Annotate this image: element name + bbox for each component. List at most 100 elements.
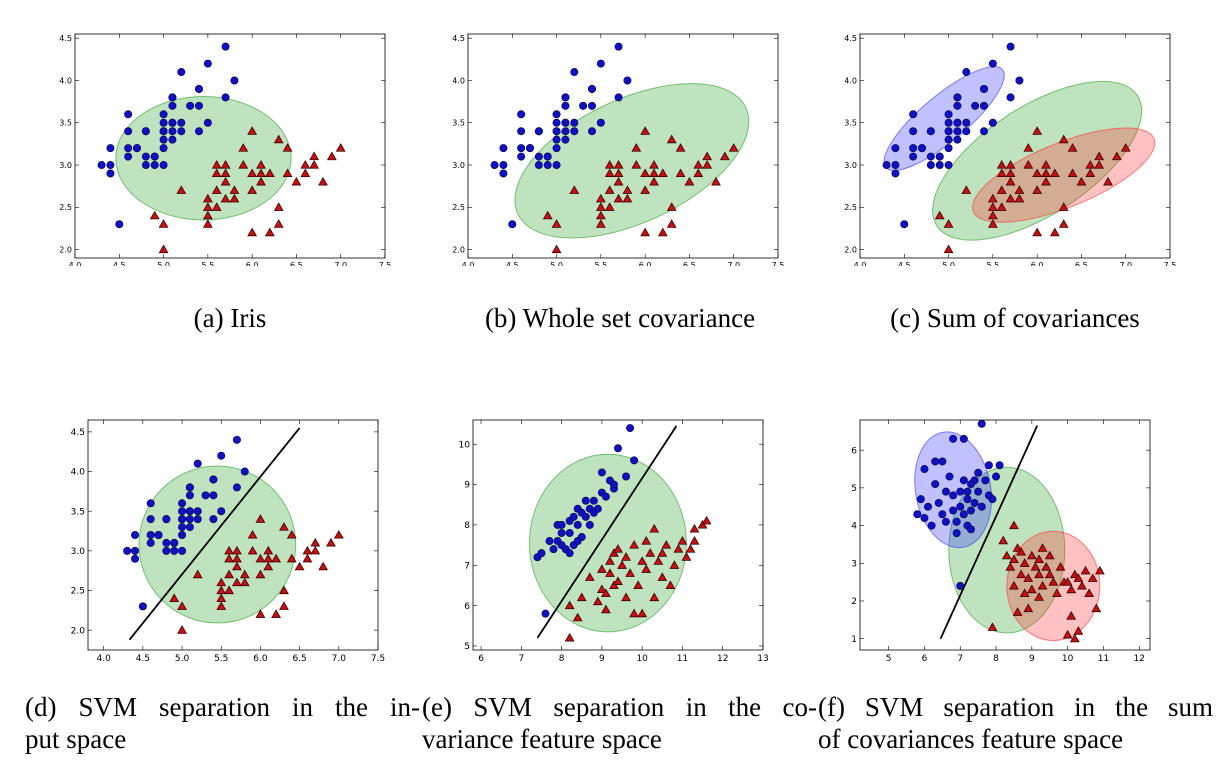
data-point-triangle <box>202 219 213 228</box>
data-point-triangle <box>1091 603 1102 613</box>
data-point-triangle <box>177 625 187 634</box>
data-point-triangle <box>595 219 606 228</box>
data-point-triangle <box>1005 176 1016 186</box>
data-point-triangle <box>256 168 266 178</box>
data-point-circle <box>146 531 155 540</box>
data-point-triangle <box>256 176 266 186</box>
svm-separator-line <box>128 427 301 641</box>
caption-d-line1: (d) SVM separation in the in- <box>25 692 420 722</box>
data-point-triangle <box>229 185 240 194</box>
data-point-circle <box>949 506 958 515</box>
data-point-triangle <box>641 564 652 573</box>
data-point-triangle <box>1067 143 1078 152</box>
data-point-circle <box>935 161 944 170</box>
data-point-circle <box>570 68 579 77</box>
data-point-triangle <box>666 219 677 228</box>
data-point-circle <box>891 169 900 178</box>
x-tick-label: 4.0 <box>69 261 82 266</box>
data-point-triangle <box>318 561 329 571</box>
data-point-triangle <box>604 160 615 169</box>
chart-e: 6 7 8 9 10 11 12 13 5 6 7 8 9 10 <box>455 414 775 669</box>
data-point-triangle <box>264 227 275 237</box>
data-point-circle <box>585 520 594 529</box>
axes-frame <box>472 419 764 651</box>
data-point-triangle <box>1001 550 1012 560</box>
data-point-triangle <box>987 202 998 211</box>
data-point-triangle <box>1023 573 1034 582</box>
data-point-triangle <box>1016 546 1027 556</box>
data-point-triangle <box>333 529 344 539</box>
data-point-circle <box>935 152 944 161</box>
y-tick-label: 3.0 <box>844 161 857 170</box>
data-point-circle <box>159 110 168 119</box>
data-point-triangle <box>595 202 606 211</box>
data-point-circle <box>909 110 918 119</box>
x-tick-label: 4.0 <box>854 261 867 266</box>
data-point-circle <box>490 161 499 170</box>
data-point-circle <box>913 510 922 519</box>
data-point-circle <box>557 520 566 529</box>
y-tick-label: 4 <box>851 522 857 532</box>
data-point-triangle <box>601 604 611 614</box>
data-point-triangle <box>302 553 313 563</box>
data-point-triangle <box>613 168 624 178</box>
data-point-circle <box>962 127 971 136</box>
data-point-circle <box>177 127 186 136</box>
data-point-triangle <box>613 576 623 585</box>
data-point-triangle <box>666 134 677 144</box>
y-tick-label: 4.0 <box>452 76 465 85</box>
data-point-triangle <box>1073 626 1084 635</box>
data-point-circle <box>553 537 562 546</box>
x-tick-label: 6.5 <box>1075 261 1088 266</box>
data-point-triangle <box>1012 543 1023 552</box>
svm-separator-line <box>939 425 1039 640</box>
data-point-triangle <box>279 522 289 531</box>
data-point-triangle <box>247 185 258 194</box>
y-tick-label: 3.5 <box>844 119 857 128</box>
data-point-circle <box>131 531 140 540</box>
data-point-circle <box>988 495 997 504</box>
data-point-triangle <box>637 608 648 618</box>
data-point-triangle <box>1103 176 1113 186</box>
data-point-circle <box>891 161 900 170</box>
data-point-circle <box>209 475 218 484</box>
data-point-circle <box>170 538 179 547</box>
data-point-triangle <box>263 545 274 555</box>
x-tick-label: 8 <box>559 654 565 664</box>
data-point-triangle <box>613 544 623 553</box>
data-point-triangle <box>1026 550 1037 560</box>
data-point-circle <box>949 434 958 443</box>
data-point-triangle <box>987 210 998 220</box>
data-point-triangle <box>649 523 660 533</box>
data-point-triangle <box>1037 543 1048 552</box>
data-point-triangle <box>622 193 633 203</box>
data-point-triangle <box>711 176 721 186</box>
data-point-triangle <box>681 552 692 561</box>
data-point-triangle <box>657 168 668 178</box>
data-point-triangle <box>649 592 660 602</box>
data-point-triangle <box>657 548 668 557</box>
data-point-triangle <box>1034 554 1044 564</box>
x-tick-label: 7.0 <box>332 654 347 664</box>
data-point-triangle <box>1032 168 1043 178</box>
data-point-circle <box>178 515 187 524</box>
data-point-circle <box>543 152 552 161</box>
data-point-circle <box>178 531 187 540</box>
data-point-circle <box>517 110 526 119</box>
data-point-triangle <box>987 622 998 631</box>
caption-f: (f) SVM separation in the sum of covaria… <box>818 691 1213 755</box>
data-point-circle <box>977 420 986 428</box>
data-point-circle <box>162 538 171 547</box>
data-point-circle <box>979 101 988 110</box>
data-point-circle <box>178 507 187 516</box>
x-tick-label: 5.5 <box>594 261 607 266</box>
data-point-triangle <box>1094 151 1105 161</box>
data-point-circle <box>561 135 570 144</box>
data-point-triangle <box>551 219 562 228</box>
axes-frame <box>467 33 779 259</box>
x-tick-label: 7.5 <box>371 654 385 664</box>
data-point-circle <box>596 59 605 68</box>
data-point-triangle <box>996 202 1007 211</box>
data-point-circle <box>193 507 202 516</box>
x-tick-label: 7.0 <box>727 261 740 266</box>
